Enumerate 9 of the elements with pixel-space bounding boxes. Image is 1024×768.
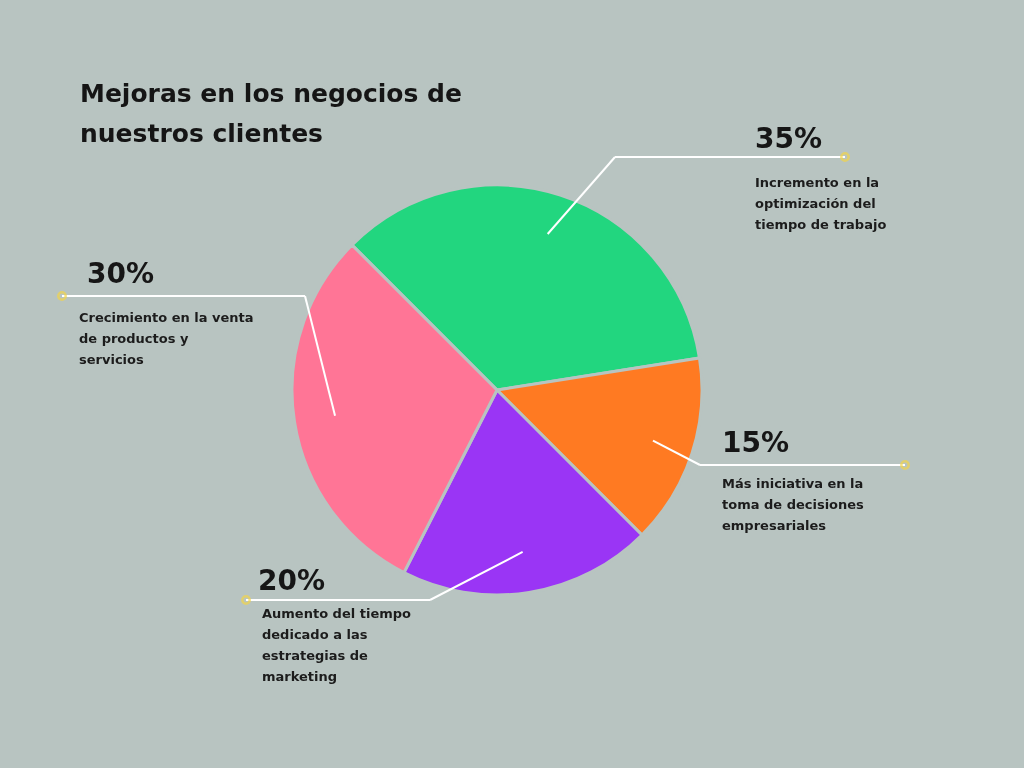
slice-label: Crecimiento en la venta de productos y servicios [79, 310, 254, 367]
slice-label: Incremento en la optimización del tiempo de trabajo [755, 175, 887, 232]
data-label: 35% [755, 122, 823, 155]
chart-title: Mejoras en los negocios de nuestros clientes [80, 79, 462, 148]
data-label: 20% [258, 564, 326, 597]
slice-label: Aumento del tiempo dedicado a las estrategias de marketing [262, 606, 412, 684]
slice-label: Más iniciativa en la toma de decisiones empresariales [722, 476, 865, 533]
data-label: 30% [87, 257, 155, 290]
data-label: 15% [722, 426, 790, 459]
